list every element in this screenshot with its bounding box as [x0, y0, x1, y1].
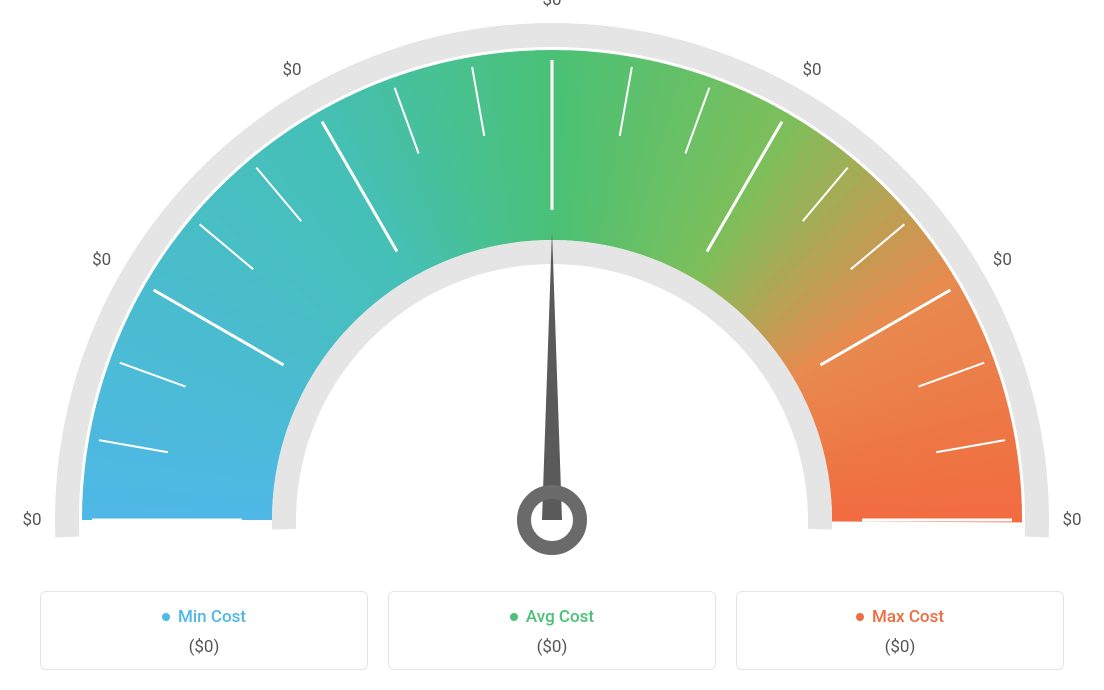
legend-card-min: Min Cost ($0) — [40, 591, 368, 670]
legend-title-min: Min Cost — [162, 607, 246, 627]
legend-card-max: Max Cost ($0) — [736, 591, 1064, 670]
legend-title-max: Max Cost — [856, 607, 944, 627]
gauge-tick-label: $0 — [282, 60, 301, 80]
dot-icon — [510, 613, 518, 621]
gauge-chart-container: $0 $0 $0 $0 $0 $0 $0 Min Cost ($0) Avg Cost ($… — [0, 0, 1104, 690]
legend-label: Avg Cost — [526, 607, 594, 627]
legend-label: Min Cost — [178, 607, 246, 627]
gauge-area: $0 $0 $0 $0 $0 $0 $0 — [0, 0, 1104, 560]
gauge-svg — [0, 0, 1104, 560]
gauge-tick-label: $0 — [993, 250, 1012, 270]
gauge-tick-label: $0 — [22, 510, 41, 530]
legend-row: Min Cost ($0) Avg Cost ($0) Max Cost ($0… — [40, 591, 1064, 670]
gauge-tick-label: $0 — [1062, 510, 1081, 530]
dot-icon — [162, 613, 170, 621]
legend-label: Max Cost — [872, 607, 944, 627]
legend-card-avg: Avg Cost ($0) — [388, 591, 716, 670]
gauge-tick-label: $0 — [92, 250, 111, 270]
legend-value-min: ($0) — [51, 637, 357, 657]
legend-value-avg: ($0) — [399, 637, 705, 657]
gauge-tick-label: $0 — [802, 60, 821, 80]
legend-title-avg: Avg Cost — [510, 607, 594, 627]
legend-value-max: ($0) — [747, 637, 1053, 657]
dot-icon — [856, 613, 864, 621]
gauge-tick-label: $0 — [542, 0, 561, 10]
